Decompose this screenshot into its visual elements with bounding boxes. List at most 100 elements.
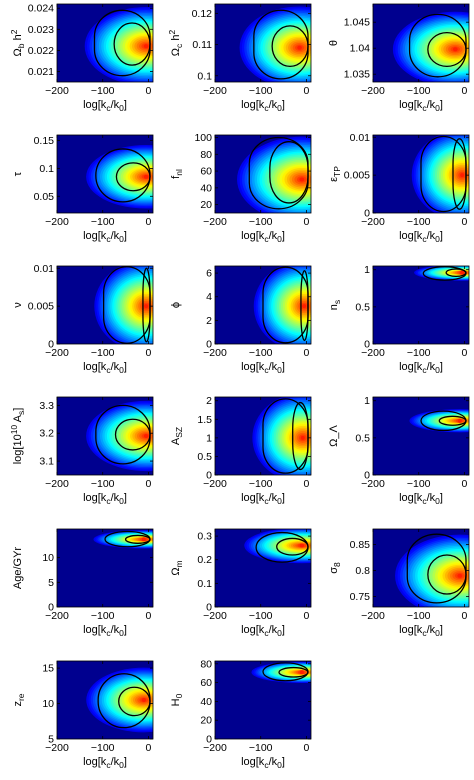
axes-box (214, 265, 312, 345)
y-tick-label: 100 (194, 132, 212, 144)
heatmap-10 (57, 397, 153, 475)
panel-11: 0 0.5 1 1.5 2 −200 −100 0 log[kc/k0] ASZ (170, 395, 312, 506)
y-tick-label: 2 (206, 395, 212, 407)
y-tick-label: 0.5 (355, 301, 370, 313)
y-tick-label: 0 (48, 339, 54, 351)
heatmap-3 (373, 4, 469, 82)
x-tick-label: −100 (407, 478, 431, 490)
panel-4: 0.05 0.1 0.15 −200 −100 0 log[kc/k0] τ (12, 134, 154, 244)
y-tick-label: 0.11 (192, 39, 212, 51)
y-axis-label: Ωm (170, 560, 184, 575)
y-tick-label: 0 (364, 208, 370, 220)
y-tick-label: 80 (200, 149, 212, 161)
y-tick-label: 5 (48, 577, 54, 589)
x-tick-label: −100 (249, 85, 273, 97)
y-tick-label: 0 (206, 470, 212, 482)
y-tick-label: 60 (200, 677, 212, 689)
x-tick-label: 0 (146, 478, 152, 490)
y-tick-label: 15 (42, 663, 54, 675)
axes-box (56, 134, 154, 214)
panel-7: 0 0.005 0.01 −200 −100 0 log[kc/k0] ν (12, 263, 154, 375)
x-tick-label: 0 (462, 478, 468, 490)
x-tick-label: −200 (361, 85, 385, 97)
x-tick-label: −200 (203, 610, 227, 622)
x-tick-label: −200 (45, 347, 69, 359)
y-tick-label: 0 (206, 734, 212, 746)
heatmap-11 (215, 397, 311, 475)
x-tick-label: −200 (361, 478, 385, 490)
heatmap-7 (57, 266, 153, 344)
panel-1: 0.021 0.022 0.023 0.024 −200 −100 0 log[kc/k0] Ω… (9, 3, 154, 113)
y-tick-label: 1.035 (344, 69, 370, 81)
y-tick-label: 20 (200, 199, 212, 211)
x-tick-label: −100 (91, 742, 115, 754)
y-axis-label: fnl (170, 169, 184, 179)
heatmap-8 (215, 266, 311, 344)
x-axis-label: log[kc/k0] (399, 230, 443, 244)
y-tick-label: 5 (48, 734, 54, 746)
axes-box (372, 3, 470, 83)
y-tick-label: 40 (200, 696, 212, 708)
y-tick-label: 0.005 (28, 301, 54, 313)
y-tick-label: 0 (48, 602, 54, 614)
y-tick-label: 1.5 (197, 414, 212, 426)
heatmap-16 (57, 661, 153, 739)
y-axis-label: log[1010 As] (9, 408, 26, 465)
y-tick-label: 0.1 (39, 163, 54, 175)
x-tick-label: −200 (203, 742, 227, 754)
x-tick-label: −100 (249, 610, 273, 622)
y-tick-label: 10 (42, 698, 54, 710)
y-tick-label: 0.85 (350, 539, 371, 551)
heatmap-level (143, 174, 149, 179)
y-tick-label: 0.1 (197, 70, 212, 82)
heatmap-level (299, 670, 304, 675)
x-tick-label: −200 (45, 85, 69, 97)
y-axis-label: ASZ (170, 427, 184, 445)
heatmap-level (143, 44, 149, 49)
y-tick-label: 2 (206, 315, 212, 327)
x-tick-label: −100 (407, 216, 431, 228)
contour-95 (95, 404, 151, 465)
x-tick-label: 0 (146, 216, 152, 228)
axes-box (56, 396, 154, 476)
heatmap-level (452, 47, 458, 52)
x-tick-label: −200 (45, 478, 69, 490)
x-axis-label: log[kc/k0] (399, 624, 443, 638)
x-axis-label: log[kc/k0] (83, 492, 127, 506)
x-tick-label: 0 (304, 85, 310, 97)
y-axis-label: Ω_Λ (328, 425, 340, 447)
panel-5: 20 40 60 80 100 −200 −100 0 log[kc/k0] fnl (170, 132, 312, 244)
axes-box (372, 265, 470, 345)
heatmap-level (299, 177, 305, 182)
x-tick-label: −200 (203, 478, 227, 490)
panel-6: 0 0.005 0.01 −200 −100 0 log[kc/k0] εTP (328, 132, 470, 244)
x-tick-label: −200 (203, 85, 227, 97)
x-tick-label: −100 (407, 610, 431, 622)
y-tick-label: 0.2 (197, 554, 212, 566)
y-tick-label: 0 (206, 339, 212, 351)
x-tick-label: −200 (361, 347, 385, 359)
x-tick-label: −200 (203, 347, 227, 359)
x-tick-label: 0 (304, 610, 310, 622)
heatmap-level (460, 270, 465, 275)
x-tick-label: −200 (45, 742, 69, 754)
x-tick-label: 0 (304, 478, 310, 490)
x-tick-label: −100 (249, 478, 273, 490)
heatmap-level (141, 698, 147, 702)
y-tick-label: 1 (206, 432, 212, 444)
y-tick-label: 0.75 (350, 591, 371, 603)
x-axis-label: log[kc/k0] (83, 624, 127, 638)
heatmap-17 (215, 661, 311, 739)
x-tick-label: 0 (146, 347, 152, 359)
panel-10: 3.1 3.2 3.3 −200 −100 0 log[kc/k0] log[1010 As] (9, 396, 154, 506)
y-tick-label: 0 (206, 602, 212, 614)
y-tick-label: 0.5 (197, 451, 212, 463)
x-tick-label: −100 (249, 216, 273, 228)
y-tick-label: 1 (364, 264, 370, 276)
panel-16: 5 10 15 −200 −100 0 log[kc/k0] zre (12, 660, 154, 770)
y-tick-label: 0.1 (197, 578, 212, 590)
y-tick-label: 80 (200, 658, 212, 670)
axes-box (214, 396, 312, 476)
y-tick-label: 1.04 (350, 43, 371, 55)
contour-95 (420, 410, 467, 432)
